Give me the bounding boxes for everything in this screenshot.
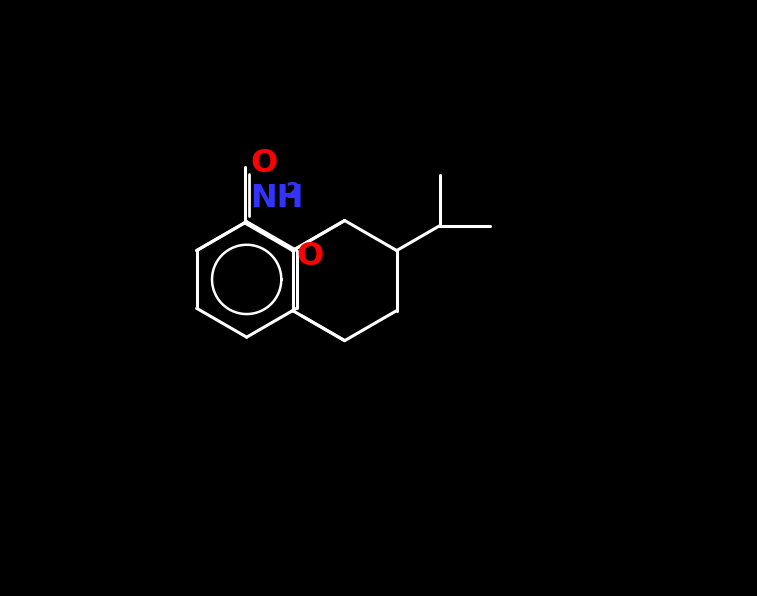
Text: 2: 2 <box>285 182 300 203</box>
Text: O: O <box>297 241 324 272</box>
Text: O: O <box>251 148 278 179</box>
Text: NH: NH <box>251 183 304 214</box>
